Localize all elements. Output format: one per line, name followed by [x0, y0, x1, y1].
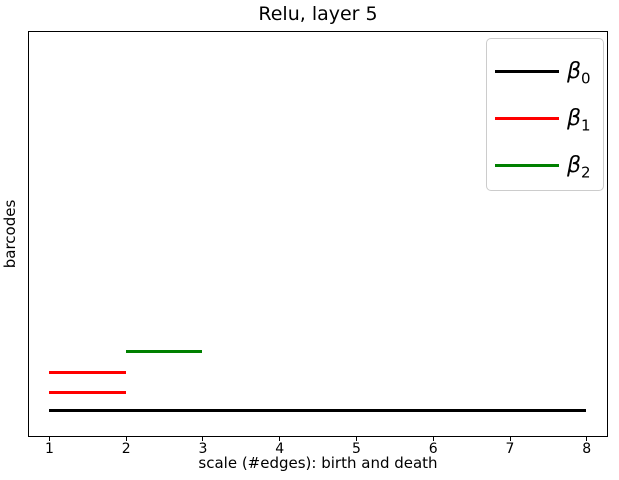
legend-line-beta-1 — [495, 117, 559, 120]
x-axis-label: scale (#edges): birth and death — [198, 454, 438, 472]
x-tick-mark-5 — [355, 437, 357, 441]
x-tick-mark-7 — [509, 437, 511, 441]
x-tick-label-4: 4 — [275, 441, 285, 457]
x-tick-mark-8 — [586, 437, 588, 441]
bars-layer — [29, 32, 607, 436]
x-tick-label-5: 5 — [352, 441, 361, 457]
legend-label-beta-1: β1 — [567, 105, 591, 134]
x-tick-mark-2 — [125, 437, 127, 441]
legend-entry-beta-1: β1 — [487, 95, 603, 142]
legend-line-beta-0 — [495, 70, 559, 73]
chart-title: Relu, layer 5 — [258, 3, 378, 25]
legend-entry-beta-2: β2 — [487, 142, 603, 189]
legend-entry-beta-0: β0 — [487, 48, 603, 95]
barcode-bar-β1-2 — [48, 370, 126, 374]
x-tick-mark-6 — [432, 437, 434, 441]
x-tick-label-3: 3 — [198, 441, 208, 457]
x-tick-label-7: 7 — [505, 441, 515, 457]
barcode-bar-β0-0 — [48, 409, 587, 413]
legend-label-beta-0: β0 — [567, 58, 591, 87]
x-tick-label-8: 8 — [582, 441, 592, 457]
legend: β0 β1 β2 — [486, 38, 604, 191]
legend-line-beta-2 — [495, 164, 559, 167]
plot-area: β0 β1 β2 — [28, 31, 608, 437]
x-tick-mark-1 — [48, 437, 50, 441]
x-tick-label-6: 6 — [428, 441, 438, 457]
barcode-bar-β2-3 — [125, 350, 203, 354]
x-tick-mark-4 — [279, 437, 281, 441]
x-tick-label-2: 2 — [121, 441, 131, 457]
y-axis-label: barcodes — [1, 199, 19, 269]
legend-label-beta-2: β2 — [567, 152, 591, 181]
x-tick-label-1: 1 — [44, 441, 54, 457]
barcode-bar-β1-1 — [48, 390, 126, 394]
x-tick-mark-3 — [202, 437, 204, 441]
